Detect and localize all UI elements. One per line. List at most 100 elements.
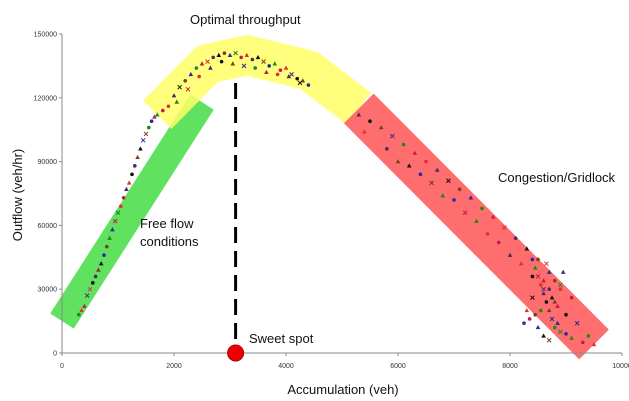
data-point xyxy=(185,86,191,92)
y-tick-label: 150000 xyxy=(34,32,57,39)
data-point xyxy=(524,246,530,251)
data-point xyxy=(143,131,149,137)
sweet-spot-marker xyxy=(227,344,245,362)
data-point xyxy=(564,332,568,336)
data-point xyxy=(177,84,182,90)
data-point xyxy=(581,340,585,345)
data-point xyxy=(188,71,194,77)
data-point xyxy=(535,324,541,330)
x-tick-label: 8000 xyxy=(502,363,518,370)
data-point xyxy=(208,65,213,70)
data-point xyxy=(93,274,98,279)
data-point xyxy=(161,108,165,113)
data-point xyxy=(121,195,126,200)
data-point xyxy=(446,178,451,184)
data-point xyxy=(434,167,440,172)
data-point xyxy=(107,235,112,240)
data-point xyxy=(130,172,134,177)
x-axis-title: Accumulation (veh) xyxy=(287,382,398,397)
optimal-throughput-label: Optimal throughput xyxy=(190,12,301,27)
y-tick-label: 90000 xyxy=(38,159,58,166)
data-point xyxy=(507,252,513,257)
data-point xyxy=(564,312,568,317)
data-point xyxy=(222,51,227,55)
data-point xyxy=(569,335,574,340)
data-point xyxy=(205,59,210,65)
data-point xyxy=(378,125,384,130)
data-point xyxy=(230,61,236,66)
regime-bands xyxy=(50,35,609,360)
data-point xyxy=(457,187,462,192)
data-point xyxy=(96,267,101,272)
data-point xyxy=(424,159,428,164)
data-point xyxy=(98,261,104,266)
data-point xyxy=(278,68,283,72)
data-point xyxy=(468,195,474,200)
data-point xyxy=(574,320,580,326)
data-point xyxy=(356,112,362,117)
data-point xyxy=(87,286,93,292)
data-point xyxy=(553,325,557,330)
data-point xyxy=(110,227,115,232)
y-axis-title: Outflow (veh/hr) xyxy=(10,149,25,241)
data-point xyxy=(412,150,418,155)
data-point xyxy=(547,287,551,292)
data-points xyxy=(77,50,597,347)
y-tick-label: 60000 xyxy=(38,223,58,230)
data-point xyxy=(553,278,557,283)
data-point xyxy=(524,307,530,313)
x-tick-label: 4000 xyxy=(278,363,294,370)
y-tick-label: 120000 xyxy=(34,95,57,102)
data-point xyxy=(227,52,233,57)
data-point xyxy=(474,218,479,223)
data-point xyxy=(429,180,434,186)
x-tick-label: 0 xyxy=(60,363,64,370)
data-point xyxy=(102,253,106,257)
data-point xyxy=(518,261,524,266)
data-point xyxy=(546,337,552,343)
data-point xyxy=(239,55,243,60)
data-point xyxy=(368,119,372,123)
data-point xyxy=(297,80,303,86)
data-point xyxy=(126,180,132,185)
data-point xyxy=(555,303,560,308)
data-point xyxy=(546,269,552,274)
data-point xyxy=(275,72,280,77)
data-point xyxy=(452,198,456,202)
data-point xyxy=(295,76,300,81)
data-point xyxy=(147,125,151,130)
data-point xyxy=(480,206,484,211)
data-point xyxy=(530,257,535,262)
data-point xyxy=(502,225,507,230)
data-point xyxy=(124,186,129,191)
y-tick-label: 30000 xyxy=(38,287,58,294)
data-point xyxy=(233,50,238,56)
data-point xyxy=(544,261,549,267)
data-point xyxy=(115,210,121,215)
data-point xyxy=(418,172,423,177)
data-point xyxy=(241,63,247,69)
data-point xyxy=(485,232,490,236)
data-point xyxy=(591,341,597,347)
data-point xyxy=(558,329,563,335)
data-point xyxy=(171,93,177,98)
data-point xyxy=(135,154,140,160)
data-point xyxy=(497,240,501,245)
data-point xyxy=(560,269,566,274)
data-point xyxy=(79,307,84,313)
data-point xyxy=(174,99,180,104)
data-point xyxy=(395,159,401,164)
data-point xyxy=(199,61,205,66)
free-flow-label-line1: Free flow xyxy=(140,216,194,231)
data-point xyxy=(541,278,546,283)
data-point xyxy=(539,283,543,287)
data-point xyxy=(272,61,278,66)
data-point xyxy=(194,66,199,70)
data-point xyxy=(283,65,289,70)
data-point xyxy=(535,274,541,279)
data-point xyxy=(264,69,269,74)
data-point xyxy=(306,83,311,87)
data-point xyxy=(385,147,389,151)
data-point xyxy=(462,210,468,215)
